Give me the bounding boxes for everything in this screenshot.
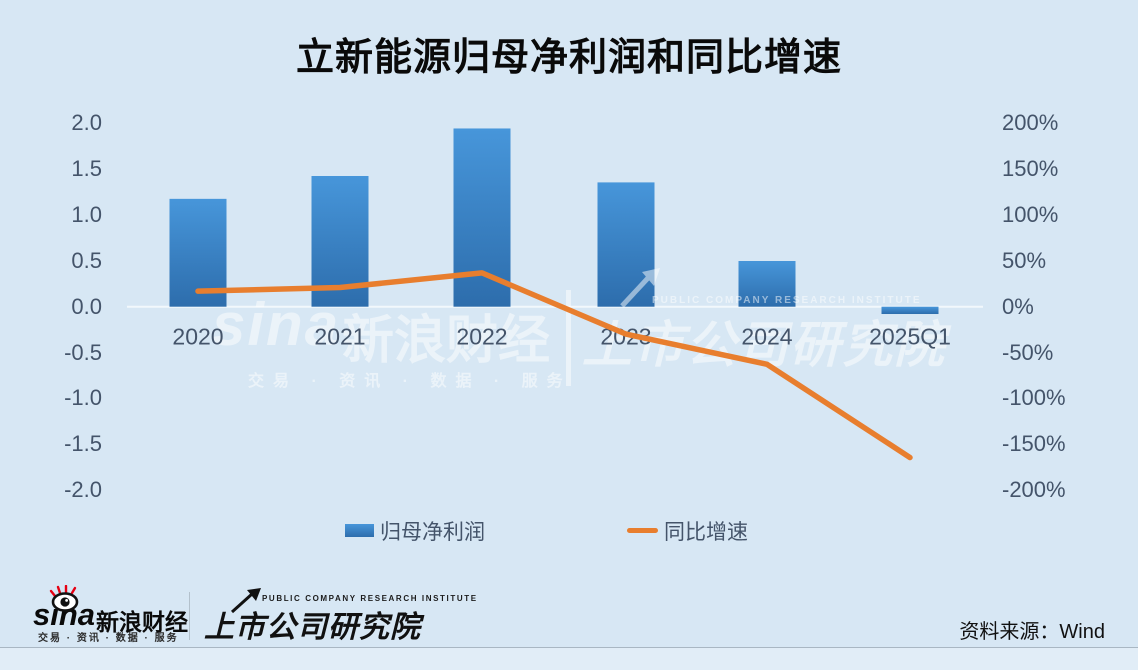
sina-brand: 新浪财经 <box>96 609 188 635</box>
sina-eye-icon <box>49 585 79 612</box>
left-axis-tick: 1.0 <box>71 202 102 227</box>
pcri-arrow-icon <box>230 588 261 614</box>
page-title: 立新能源归母净利润和同比增速 <box>295 37 842 79</box>
x-axis-label: 2025Q1 <box>869 323 951 350</box>
left-axis-tick: -0.5 <box>64 339 102 365</box>
right-axis-tick: 200% <box>1002 110 1059 136</box>
legend-line-label: 同比增速 <box>664 521 748 544</box>
x-axis-label: 2020 <box>172 323 224 350</box>
pcri-caption: PUBLIC COMPANY RESEARCH INSTITUTE <box>262 594 478 603</box>
bar-2024 <box>738 261 796 307</box>
left-axis-tick: 1.5 <box>71 156 102 182</box>
x-axis-label: 2021 <box>314 323 366 350</box>
legend-line-swatch <box>627 528 658 533</box>
right-axis-tick: -100% <box>1002 385 1066 411</box>
right-axis-tick: 100% <box>1002 202 1059 227</box>
sina-tagline: 交易 · 资讯 · 数据 · 服务 <box>38 633 179 644</box>
left-axis-tick: 0.0 <box>71 293 102 319</box>
bar-2022 <box>453 128 511 307</box>
x-axis-label: 2024 <box>741 323 793 350</box>
left-axis-tick: 2.0 <box>71 110 102 136</box>
pcri-title: 上市公司研究院 <box>204 611 421 644</box>
right-axis-tick: 0% <box>1002 293 1034 319</box>
footer-rule <box>0 647 1138 648</box>
bar-2023 <box>597 182 655 307</box>
x-axis-label: 2023 <box>600 323 652 350</box>
bar-2020 <box>169 198 227 307</box>
x-axis-label: 2022 <box>456 323 508 350</box>
right-axis-tick: 150% <box>1002 156 1059 182</box>
footer-strip <box>0 648 1138 670</box>
source-note: 资料来源：Wind <box>959 621 1105 643</box>
legend-bar-swatch <box>345 524 374 537</box>
right-axis-tick: -200% <box>1002 477 1066 503</box>
left-axis-tick: -1.5 <box>64 431 102 457</box>
left-axis-tick: 0.5 <box>71 247 102 273</box>
left-axis-tick: -2.0 <box>64 477 102 503</box>
bar-2021 <box>311 175 369 307</box>
right-axis-tick: -150% <box>1002 431 1066 457</box>
footer-vertical-divider <box>189 592 190 640</box>
right-axis-tick: -50% <box>1002 339 1054 365</box>
bar-2025Q1 <box>881 306 939 315</box>
legend-bar-label: 归母净利润 <box>380 521 485 544</box>
right-axis-tick: 50% <box>1002 247 1047 273</box>
left-axis-tick: -1.0 <box>64 385 102 411</box>
